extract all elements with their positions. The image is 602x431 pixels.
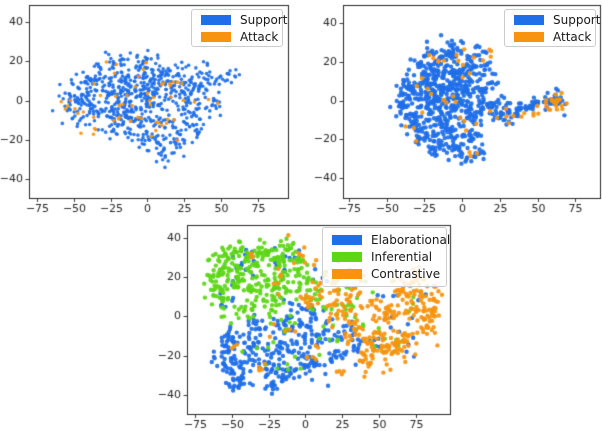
legend-item-elaborational: Elaborational: [332, 233, 450, 247]
legend-item-attack: Attack: [514, 30, 591, 44]
legend-top-right: Support Attack: [504, 9, 600, 47]
support-swatch-icon: [201, 14, 231, 25]
legend-item-inferential: Inferential: [332, 250, 438, 264]
legend-label-attack: Attack: [553, 29, 592, 44]
legend-label-elaborational: Elaborational: [371, 233, 451, 247]
attack-swatch-icon: [514, 31, 544, 42]
elaborational-swatch-icon: [332, 235, 362, 245]
legend-label-inferential: Inferential: [371, 250, 433, 264]
legend-bottom: Elaborational Inferential Contrastive: [322, 227, 450, 287]
legend-top-left: Support Attack: [191, 9, 287, 47]
inferential-swatch-icon: [332, 252, 362, 262]
legend-label-support: Support: [553, 12, 601, 27]
legend-item-attack: Attack: [201, 30, 278, 44]
legend-label-attack: Attack: [240, 29, 279, 44]
legend-label-contrastive: Contrastive: [371, 267, 441, 281]
legend-item-contrastive: Contrastive: [332, 267, 441, 281]
contrastive-swatch-icon: [332, 269, 362, 279]
legend-label-support: Support: [240, 12, 288, 27]
support-swatch-icon: [514, 14, 544, 25]
attack-swatch-icon: [201, 31, 231, 42]
legend-item-support: Support: [514, 13, 600, 27]
legend-item-support: Support: [201, 13, 287, 27]
